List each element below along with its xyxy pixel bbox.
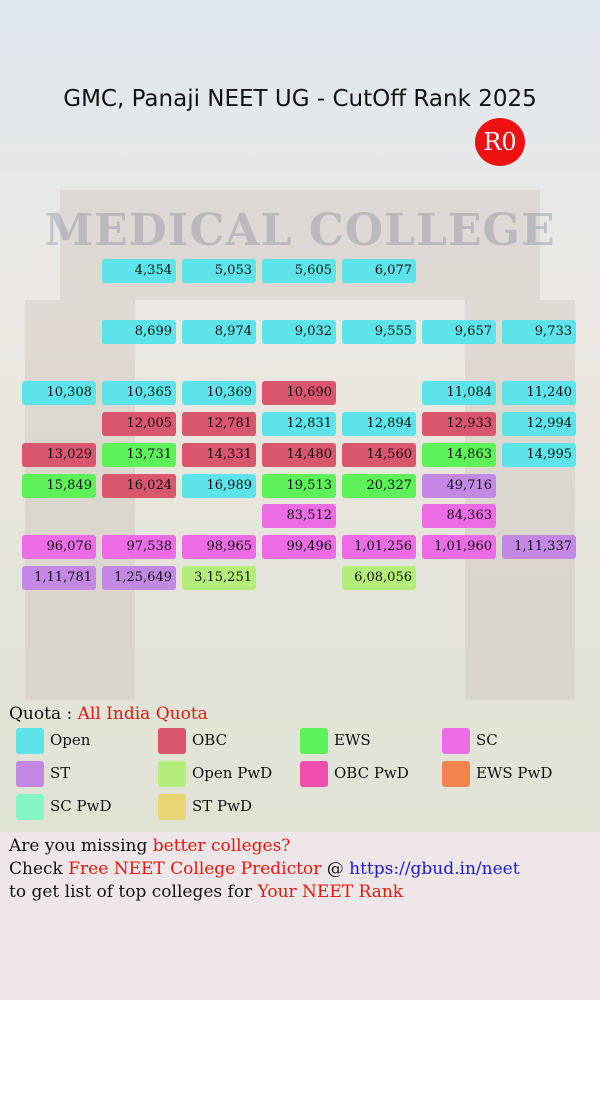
rank-cell: 1,01,256	[342, 535, 416, 559]
legend-swatch	[300, 761, 328, 787]
legend-swatch	[442, 728, 470, 754]
rank-cell: 13,029	[22, 443, 96, 467]
rank-cell: 14,331	[182, 443, 256, 467]
round-badge: R0	[475, 118, 525, 166]
footer-text: to get list of top colleges for	[9, 882, 258, 902]
footer-text[interactable]: https://gbud.in/neet	[349, 859, 520, 879]
legend-swatch	[158, 728, 186, 754]
footer-text: Are you missing	[9, 836, 153, 856]
footer-line: Check Free NEET College Predictor @ http…	[9, 859, 520, 879]
footer-text: better colleges?	[152, 836, 291, 856]
footer-line: Are you missing better colleges?	[9, 836, 290, 856]
rank-cell: 96,076	[22, 535, 96, 559]
rank-cell: 13,731	[102, 443, 176, 467]
gate-pillar	[465, 300, 575, 700]
legend-label: SC PwD	[50, 797, 112, 815]
rank-cell: 12,781	[182, 412, 256, 436]
rank-cell: 14,995	[502, 443, 576, 467]
rank-cell: 11,084	[422, 381, 496, 405]
quota-line: Quota : All India Quota	[9, 704, 208, 724]
rank-cell: 4,354	[102, 259, 176, 283]
rank-cell: 14,560	[342, 443, 416, 467]
footer-text: Check	[9, 859, 69, 879]
rank-cell: 8,699	[102, 320, 176, 344]
rank-cell: 12,994	[502, 412, 576, 436]
rank-cell: 98,965	[182, 535, 256, 559]
legend-swatch	[16, 728, 44, 754]
footer: Are you missing better colleges? Check Fr…	[0, 832, 600, 1000]
rank-cell: 12,005	[102, 412, 176, 436]
legend-label: Open PwD	[192, 764, 273, 782]
rank-cell: 99,496	[262, 535, 336, 559]
rank-cell: 6,08,056	[342, 566, 416, 590]
rank-cell: 5,605	[262, 259, 336, 283]
legend-label: ST PwD	[192, 797, 253, 815]
quota-label: Quota :	[9, 704, 73, 724]
rank-cell: 8,974	[182, 320, 256, 344]
rank-cell: 49,716	[422, 474, 496, 498]
legend-swatch	[442, 761, 470, 787]
legend-swatch	[300, 728, 328, 754]
legend-swatch	[16, 761, 44, 787]
rank-cell: 97,538	[102, 535, 176, 559]
rank-cell: 19,513	[262, 474, 336, 498]
rank-cell: 10,690	[262, 381, 336, 405]
legend-label: ST	[50, 764, 71, 782]
legend-label: OBC PwD	[334, 764, 409, 782]
rank-cell: 83,512	[262, 504, 336, 528]
footer-line: to get list of top colleges for Your NEE…	[9, 882, 403, 902]
rank-cell: 1,25,649	[102, 566, 176, 590]
legend-swatch	[16, 794, 44, 820]
rank-cell: 1,11,337	[502, 535, 576, 559]
legend-label: OBC	[192, 731, 228, 749]
rank-cell: 16,989	[182, 474, 256, 498]
rank-cell: 12,831	[262, 412, 336, 436]
rank-cell: 15,849	[22, 474, 96, 498]
rank-cell: 10,365	[102, 381, 176, 405]
footer-text: Free NEET College Predictor	[68, 859, 322, 879]
rank-cell: 14,863	[422, 443, 496, 467]
legend-label: Open	[50, 731, 91, 749]
footer-text: Your NEET Rank	[257, 882, 404, 902]
rank-cell: 10,369	[182, 381, 256, 405]
rank-cell: 12,894	[342, 412, 416, 436]
rank-cell: 1,11,781	[22, 566, 96, 590]
rank-cell: 14,480	[262, 443, 336, 467]
legend-swatch	[158, 761, 186, 787]
rank-cell: 9,657	[422, 320, 496, 344]
rank-cell: 12,933	[422, 412, 496, 436]
rank-cell: 9,555	[342, 320, 416, 344]
rank-cell: 84,363	[422, 504, 496, 528]
gate-pillar	[25, 300, 135, 700]
legend-label: EWS	[334, 731, 371, 749]
rank-cell: 16,024	[102, 474, 176, 498]
rank-cell: 20,327	[342, 474, 416, 498]
background-text: MEDICAL COLLEGE	[44, 205, 556, 256]
rank-cell: 3,15,251	[182, 566, 256, 590]
rank-cell: 9,032	[262, 320, 336, 344]
rank-cell: 1,01,960	[422, 535, 496, 559]
title: GMC, Panaji NEET UG - CutOff Rank 2025	[63, 86, 537, 112]
rank-cell: 6,077	[342, 259, 416, 283]
quota-value: All India Quota	[77, 704, 208, 724]
rank-cell: 11,240	[502, 381, 576, 405]
legend-swatch	[158, 794, 186, 820]
legend-label: EWS PwD	[476, 764, 553, 782]
footer-text: @	[321, 859, 350, 879]
rank-cell: 10,308	[22, 381, 96, 405]
legend-label: SC	[476, 731, 498, 749]
rank-cell: 9,733	[502, 320, 576, 344]
rank-cell: 5,053	[182, 259, 256, 283]
